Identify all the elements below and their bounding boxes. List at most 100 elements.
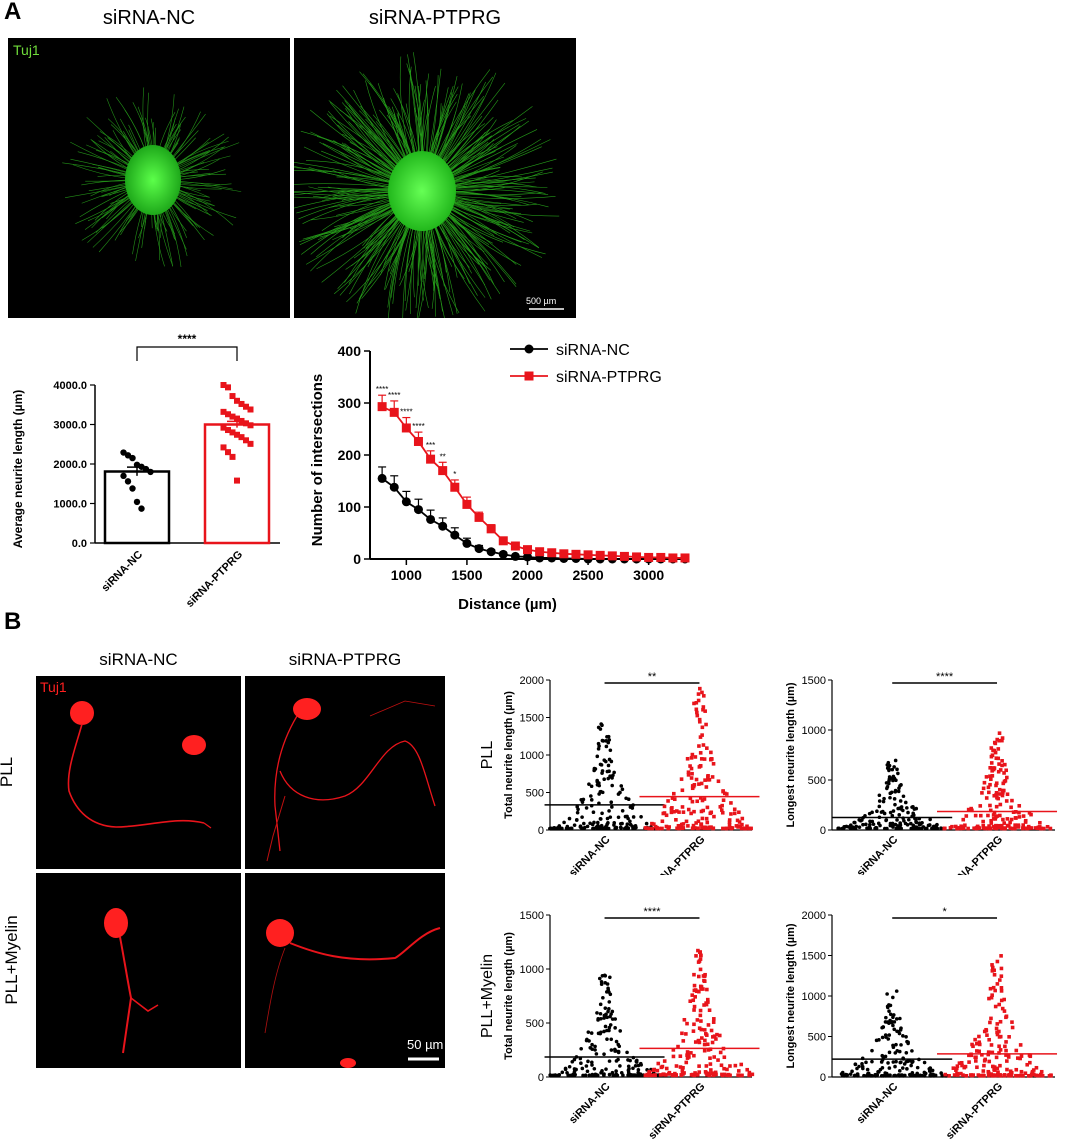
data-point bbox=[987, 996, 991, 1001]
data-point bbox=[554, 826, 558, 831]
data-point bbox=[697, 744, 701, 748]
data-point bbox=[840, 1073, 845, 1078]
data-point bbox=[584, 806, 589, 810]
y-axis-label: Total neurite length (µm) bbox=[503, 932, 515, 1060]
data-point bbox=[707, 1008, 712, 1013]
data-point bbox=[904, 1034, 908, 1039]
data-point bbox=[975, 1065, 979, 1070]
data-point bbox=[699, 822, 703, 827]
data-point bbox=[989, 777, 993, 782]
data-point bbox=[389, 407, 399, 417]
y-tick-label: 0 bbox=[820, 825, 826, 837]
data-point bbox=[991, 766, 996, 770]
data-point bbox=[661, 1072, 665, 1077]
data-point bbox=[595, 826, 600, 831]
data-point bbox=[888, 823, 893, 828]
data-point bbox=[705, 1042, 710, 1047]
data-point bbox=[638, 1061, 643, 1066]
data-point bbox=[598, 1011, 603, 1016]
data-point bbox=[592, 820, 596, 825]
data-point bbox=[711, 761, 716, 766]
data-point bbox=[957, 1061, 962, 1065]
data-point bbox=[999, 826, 1004, 831]
x-tick-label: 2000 bbox=[512, 567, 543, 583]
data-point bbox=[1004, 1015, 1008, 1020]
data-point bbox=[609, 800, 614, 805]
data-point bbox=[662, 1059, 667, 1063]
data-point bbox=[588, 1045, 593, 1050]
data-point bbox=[693, 1040, 698, 1044]
data-point bbox=[1038, 820, 1042, 825]
data-point bbox=[911, 811, 915, 816]
data-point bbox=[892, 765, 896, 769]
y-tick-label: 2000 bbox=[802, 910, 826, 922]
data-point bbox=[548, 1073, 552, 1077]
data-point bbox=[574, 818, 579, 822]
stain-label: Tuj1 bbox=[40, 679, 67, 695]
data-point bbox=[706, 778, 710, 782]
data-point bbox=[986, 1050, 991, 1054]
data-point bbox=[887, 777, 892, 782]
data-point bbox=[672, 809, 676, 814]
data-point bbox=[708, 1047, 713, 1052]
data-point bbox=[712, 814, 716, 819]
x-tick-label: 1500 bbox=[451, 567, 482, 583]
data-point bbox=[896, 771, 900, 776]
data-point bbox=[1002, 821, 1006, 825]
data-point bbox=[706, 1023, 711, 1027]
data-point bbox=[686, 773, 691, 777]
data-point bbox=[928, 817, 932, 822]
data-point bbox=[1001, 791, 1005, 795]
data-point bbox=[606, 763, 611, 768]
data-point bbox=[905, 806, 909, 810]
data-point bbox=[598, 1002, 603, 1007]
data-point bbox=[992, 748, 997, 753]
data-point bbox=[980, 791, 984, 795]
y-axis-label: Total neurite length (µm) bbox=[503, 691, 515, 819]
data-point bbox=[599, 763, 604, 767]
data-point bbox=[1036, 825, 1041, 830]
data-point bbox=[704, 722, 708, 727]
data-point bbox=[708, 1056, 712, 1060]
data-point bbox=[973, 1037, 977, 1042]
data-point bbox=[666, 1072, 671, 1076]
data-point bbox=[959, 1071, 963, 1076]
data-point bbox=[486, 547, 496, 557]
data-point bbox=[626, 1068, 631, 1073]
explant-body bbox=[388, 151, 456, 231]
data-point bbox=[690, 993, 695, 997]
data-point bbox=[939, 1071, 943, 1075]
data-point bbox=[603, 981, 608, 985]
data-point bbox=[698, 953, 703, 958]
annotation: **** bbox=[376, 385, 388, 394]
data-point bbox=[885, 992, 889, 996]
data-point bbox=[229, 413, 236, 420]
data-point bbox=[580, 815, 584, 819]
data-point bbox=[413, 505, 423, 515]
data-point bbox=[692, 701, 696, 706]
panel-letter-a: A bbox=[4, 0, 22, 25]
data-point bbox=[891, 1015, 895, 1020]
data-point bbox=[693, 988, 698, 992]
data-point bbox=[694, 1073, 699, 1077]
y-tick-label: 1000 bbox=[520, 750, 544, 762]
data-point bbox=[728, 825, 732, 830]
data-point bbox=[716, 1058, 720, 1062]
data-point bbox=[1021, 814, 1026, 818]
data-point bbox=[695, 799, 700, 804]
x-tick-label: siRNA-NC bbox=[855, 834, 901, 875]
data-point bbox=[1025, 826, 1030, 831]
data-point bbox=[985, 1033, 989, 1037]
data-point bbox=[990, 1050, 995, 1055]
data-point bbox=[377, 473, 387, 483]
data-point bbox=[727, 818, 732, 822]
y-tick-label: 0 bbox=[353, 551, 361, 567]
data-point bbox=[1016, 824, 1021, 829]
data-point bbox=[983, 1057, 988, 1062]
data-point bbox=[736, 1069, 741, 1073]
data-point bbox=[703, 778, 707, 782]
data-point bbox=[696, 819, 701, 824]
data-point bbox=[589, 784, 594, 789]
data-point bbox=[977, 1034, 981, 1039]
data-point bbox=[999, 989, 1004, 993]
